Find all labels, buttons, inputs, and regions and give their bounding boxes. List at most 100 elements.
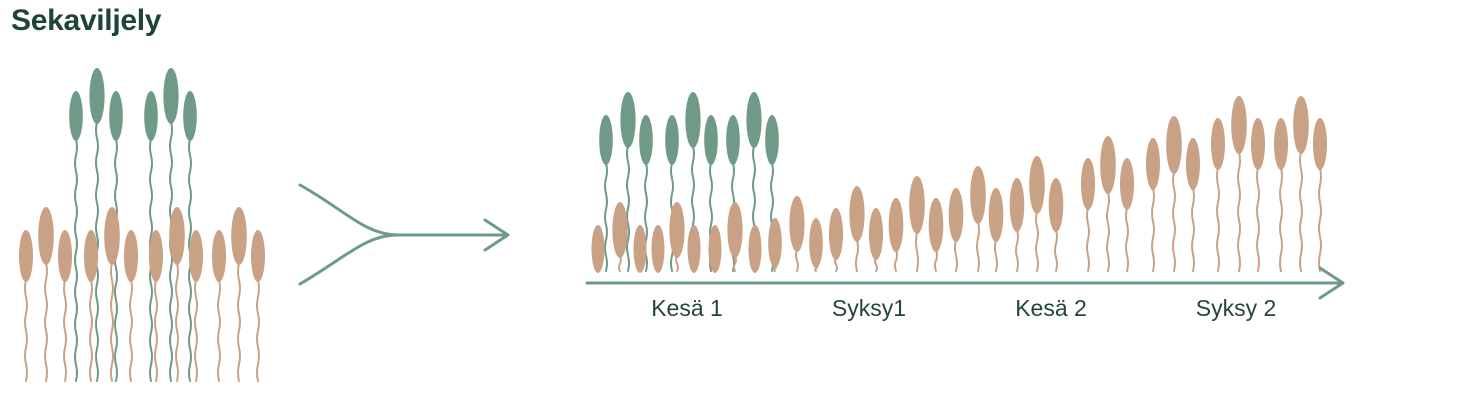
plant-head	[869, 208, 883, 260]
timeline-label-summer-1: Kesä 1	[651, 295, 723, 321]
plant-icon	[189, 230, 203, 382]
plant-stem	[874, 257, 878, 272]
plant-head	[1186, 138, 1200, 190]
plant-head	[748, 225, 762, 273]
timeline-arrow-head	[1318, 266, 1345, 300]
plant-head	[189, 230, 203, 282]
plant-icon	[1293, 96, 1309, 272]
merge-arrow-lower-branch	[298, 233, 400, 286]
plant-head	[109, 91, 123, 141]
plant-icon	[1211, 118, 1225, 272]
plant-icon	[38, 207, 54, 382]
plant-head	[599, 115, 613, 165]
plant-stem	[129, 279, 133, 382]
plant-head	[58, 230, 72, 282]
plant-head	[789, 196, 805, 252]
plant-head	[231, 207, 247, 265]
plant-head	[685, 92, 701, 148]
plant-head	[1166, 116, 1182, 174]
plant-head	[104, 207, 120, 265]
timeline-arrow	[585, 266, 1345, 300]
plant-icon	[231, 207, 247, 382]
plant-stem	[915, 231, 919, 272]
plant-icon	[1029, 156, 1045, 272]
plant-head	[1313, 118, 1327, 170]
plant-icon	[727, 202, 743, 272]
plant-head	[727, 202, 743, 258]
plant-head	[970, 166, 986, 224]
plant-stem	[994, 239, 998, 272]
plant-head	[633, 225, 647, 273]
plant-stem	[855, 239, 859, 272]
plant-stem	[1151, 187, 1155, 272]
plant-stem	[1125, 207, 1129, 272]
plant-head	[849, 186, 865, 242]
plant-stem	[256, 279, 260, 382]
plant-stem	[24, 279, 28, 382]
plant-stem	[154, 279, 158, 382]
plant-head	[809, 218, 823, 268]
plant-stem	[1086, 207, 1090, 272]
plant-icon	[1120, 158, 1134, 272]
plant-head	[1048, 178, 1064, 232]
plant-icon	[1166, 116, 1182, 272]
plant-head	[1293, 96, 1309, 154]
plant-head	[687, 225, 701, 273]
plant-head	[144, 91, 158, 141]
plant-head	[1029, 156, 1045, 214]
plant-head	[988, 188, 1004, 242]
timeline-labels: Kesä 1 Syksy1 Kesä 2 Syksy 2	[651, 295, 1276, 321]
plant-stem	[1279, 167, 1283, 272]
plant-stem	[1299, 151, 1303, 272]
plant-icon	[1100, 136, 1116, 272]
plant-stem	[1237, 151, 1241, 272]
merge-arrow-head	[483, 218, 510, 252]
plant-icon	[251, 230, 265, 382]
plant-head	[1009, 178, 1025, 232]
plant-head	[1146, 138, 1160, 190]
plant-stem	[74, 138, 78, 382]
plant-stem	[1035, 211, 1039, 272]
plant-head	[183, 91, 197, 141]
plant-head	[591, 225, 605, 273]
plant-head	[251, 230, 265, 282]
plant-icon	[768, 218, 782, 272]
plant-icon	[169, 207, 185, 382]
plant-stem	[954, 239, 958, 272]
plant-head	[89, 68, 105, 124]
plant-head	[1100, 136, 1116, 194]
plant-stem	[217, 279, 221, 382]
plant-head	[149, 230, 163, 282]
plant-head	[948, 188, 964, 242]
plant-icon	[708, 225, 722, 273]
plant-icon	[633, 225, 647, 273]
plant-stem	[175, 262, 179, 382]
plant-icon	[928, 198, 944, 272]
plant-icon	[970, 166, 986, 272]
plant-head	[212, 230, 226, 282]
plant-stem	[237, 262, 241, 382]
plant-icon	[212, 230, 226, 382]
plant-stem	[63, 279, 67, 382]
plant-stem	[1318, 167, 1322, 272]
plant-icon	[1186, 138, 1200, 272]
plant-head	[765, 115, 779, 165]
plant-stem	[1191, 187, 1195, 272]
plant-head	[909, 176, 925, 234]
plant-icon	[1251, 118, 1265, 272]
plant-stem	[626, 145, 630, 272]
timeline-label-autumn-2: Syksy 2	[1196, 295, 1277, 321]
plant-icon	[89, 68, 105, 382]
plant-stem	[1172, 171, 1176, 272]
plant-stem	[1106, 191, 1110, 272]
plant-head	[1211, 118, 1225, 170]
plant-head	[612, 202, 628, 258]
plant-icon	[1009, 178, 1025, 272]
plant-head	[1274, 118, 1288, 170]
plant-icon	[591, 225, 605, 273]
plant-icon	[620, 92, 636, 272]
plant-head	[768, 218, 782, 268]
plant-icon	[84, 230, 98, 382]
plant-stem	[604, 162, 608, 272]
